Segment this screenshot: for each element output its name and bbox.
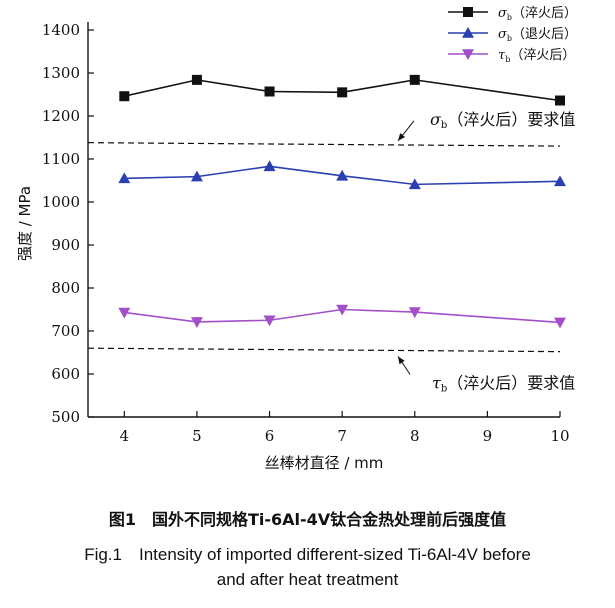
y-tick-label: 600 (51, 365, 80, 383)
data-point (118, 172, 131, 184)
y-tick-label: 500 (51, 408, 80, 426)
strength-line-chart: 500 600 700 800 900 1000 1100 1200 1300 1400 4 5 6 7… (16, 6, 577, 470)
arrow-head-icon (398, 356, 405, 365)
data-point (408, 307, 421, 319)
data-point (336, 169, 349, 181)
data-point (119, 91, 130, 102)
figure-caption-english-line-1: Fig.1 Intensity of imported different-si… (84, 545, 531, 564)
data-point (336, 304, 349, 316)
legend-entry: τb（淬火后） (498, 48, 575, 64)
legend-entry: σb（淬火后） (498, 6, 577, 22)
figure-caption-chinese: 图1 国外不同规格Ti-6Al-4V钛合金热处理前后强度值 (108, 510, 507, 529)
x-axis-ticks: 4 5 6 7 8 9 10 (120, 411, 570, 445)
data-point (408, 178, 421, 190)
y-tick-label: 1000 (42, 193, 80, 211)
data-point (190, 170, 203, 182)
x-tick-label: 5 (192, 427, 202, 445)
requirement-lines: σb（淬火后）要求值 τb（淬火后）要求值 (87, 110, 575, 394)
data-point (554, 175, 566, 187)
figure-caption-english-line-2: and after heat treatment (216, 570, 399, 589)
y-tick-label: 1200 (42, 107, 80, 125)
y-tick-label: 1300 (42, 64, 80, 82)
series-line (124, 308, 561, 324)
series-line (124, 165, 561, 186)
x-tick-label: 8 (410, 427, 420, 445)
legend: σb（淬火后） σb（退火后） τb（淬火后） (448, 6, 577, 64)
y-tick-label: 700 (51, 322, 80, 340)
requirement-annotation: τb（淬火后）要求值 (432, 373, 575, 394)
plot-frame (87, 22, 560, 418)
x-tick-label: 9 (483, 427, 493, 445)
y-tick-label: 1100 (42, 150, 80, 168)
x-tick-label: 10 (550, 427, 569, 445)
requirement-line (87, 347, 561, 353)
arrow-head-icon (398, 133, 406, 141)
data-point (191, 74, 202, 85)
x-tick-label: 4 (120, 427, 130, 445)
legend-entry: σb（退火后） (498, 27, 577, 43)
data-series (118, 74, 566, 329)
legend-marker (462, 49, 474, 60)
y-tick-label: 1400 (42, 21, 80, 39)
x-tick-label: 7 (337, 427, 347, 445)
x-axis-label: 丝棒材直径 / mm (265, 454, 384, 470)
data-point (263, 315, 276, 327)
series-line (124, 79, 561, 102)
data-point (555, 95, 565, 106)
y-tick-label: 900 (51, 236, 80, 254)
legend-marker (463, 7, 473, 17)
requirement-line (87, 142, 561, 147)
requirement-annotation: σb（淬火后）要求值 (430, 110, 575, 131)
data-point (409, 74, 420, 85)
y-axis-label: 强度 / MPa (16, 186, 34, 261)
y-tick-label: 800 (51, 279, 80, 297)
data-point (190, 317, 203, 328)
data-point (264, 86, 275, 97)
data-point (554, 317, 566, 329)
data-point (118, 307, 131, 319)
data-point (263, 160, 276, 172)
data-point (337, 87, 348, 98)
y-axis-ticks: 500 600 700 800 900 1000 1100 1200 1300 1400 (42, 21, 94, 426)
legend-marker (462, 27, 474, 38)
x-tick-label: 6 (265, 427, 275, 445)
